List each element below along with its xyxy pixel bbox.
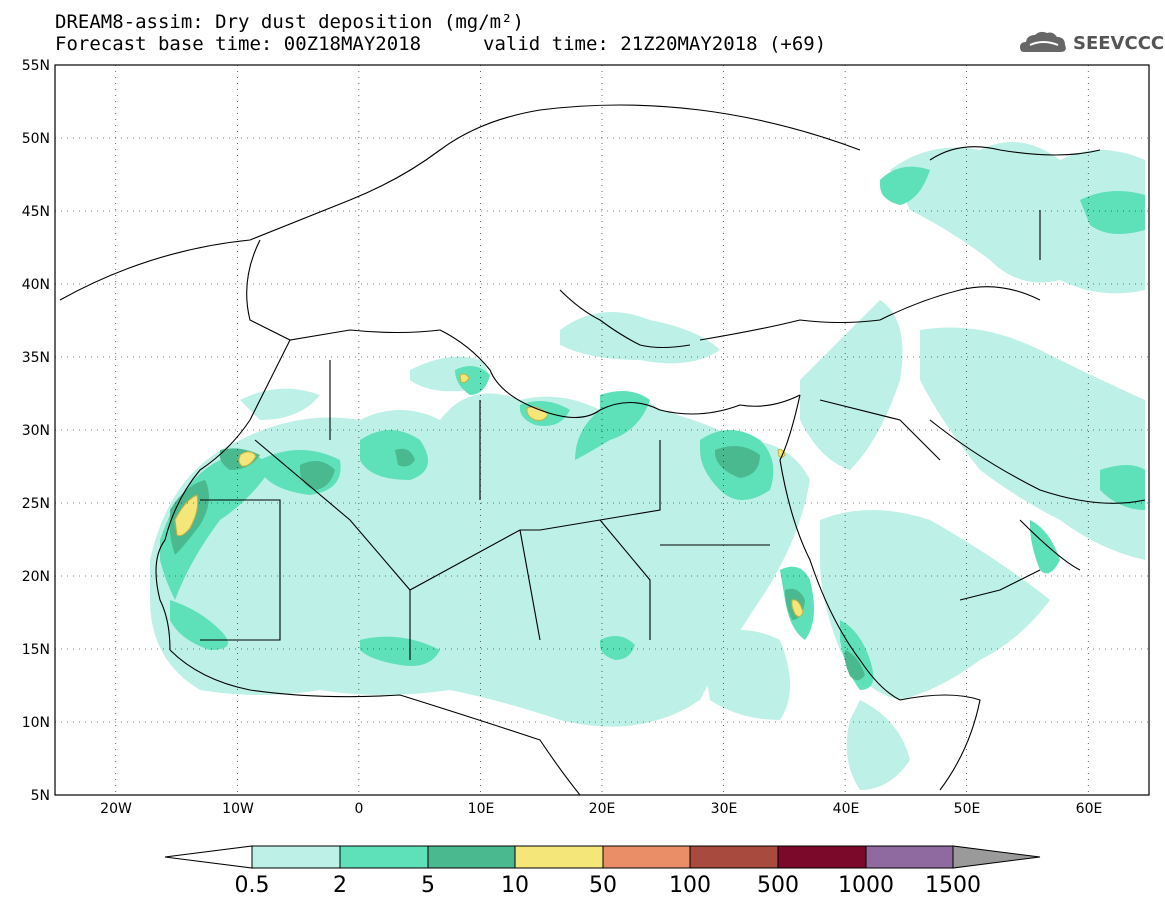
lon-label: 20W [100, 801, 132, 817]
lat-label: 20N [22, 569, 50, 585]
logo-text: SEEVCCC [1073, 33, 1165, 54]
lon-label: 0 [355, 801, 364, 817]
colorbar-right-arrow [952, 845, 1041, 869]
colorbar-swatch [777, 845, 867, 869]
valid-time: valid time: 21Z20MAY2018 (+69) [483, 33, 827, 55]
lat-label: 40N [22, 277, 50, 293]
colorbar-label: 100 [669, 873, 711, 898]
colorbar-swatch [865, 845, 954, 869]
colorbar-label: 1500 [925, 873, 981, 898]
colorbar-swatch [251, 845, 341, 869]
longitude-labels: 20W 10W 0 10E 20E 30E 40E 50E 60E [100, 801, 1102, 817]
graticule [55, 65, 1149, 795]
coastlines-borders [59, 104, 1146, 795]
lon-label: 10W [222, 801, 254, 817]
lat-label: 10N [22, 715, 50, 731]
lon-label: 40E [833, 801, 860, 817]
lat-label: 55N [22, 58, 50, 74]
lon-label: 10E [468, 801, 495, 817]
colorbar-swatch [689, 845, 779, 869]
cloud-logo-icon [1020, 31, 1066, 52]
lat-label: 25N [22, 496, 50, 512]
lon-label: 20E [589, 801, 616, 817]
colorbar-swatch [514, 845, 604, 869]
lat-label: 15N [22, 642, 50, 658]
forecast-base-time: Forecast base time: 00Z18MAY2018 [55, 33, 422, 55]
colorbar-swatch [427, 845, 516, 869]
lon-label: 50E [954, 801, 981, 817]
colorbar-label: 50 [589, 873, 617, 898]
colorbar-swatch [602, 845, 691, 869]
latitude-labels: 55N 50N 45N 40N 35N 30N 25N 20N 15N 10N … [22, 58, 50, 804]
dust-level-10 [174, 373, 804, 618]
lon-label: 60E [1076, 801, 1103, 817]
colorbar-label: 10 [501, 873, 529, 898]
lat-label: 30N [22, 423, 50, 439]
colorbar-left-arrow [164, 845, 253, 869]
colorbar-label: 0.5 [235, 873, 270, 898]
lat-label: 5N [31, 788, 50, 804]
colorbar: 0.5 2 5 10 50 100 500 1000 1500 [164, 845, 1041, 898]
colorbar-label: 500 [757, 873, 799, 898]
colorbar-label: 1000 [838, 873, 894, 898]
colorbar-label: 2 [333, 873, 347, 898]
colorbar-label: 5 [421, 873, 435, 898]
lat-label: 50N [22, 131, 50, 147]
map-title: DREAM8-assim: Dry dust deposition (mg/m²… [55, 11, 524, 33]
dust-fields [150, 142, 1145, 790]
colorbar-swatch [339, 845, 429, 869]
lat-label: 45N [22, 204, 50, 220]
lon-label: 30E [711, 801, 738, 817]
lat-label: 35N [22, 350, 50, 366]
